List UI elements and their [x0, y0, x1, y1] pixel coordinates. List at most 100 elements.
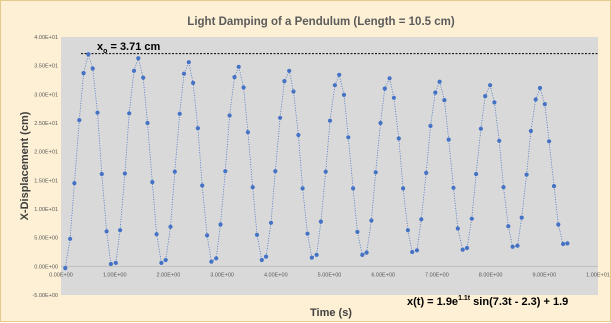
data-point	[86, 52, 91, 57]
data-point	[214, 256, 219, 261]
data-point	[205, 233, 210, 238]
y-tick-label: 2.50E+01	[34, 121, 58, 127]
y-tick-label: 1.00E+01	[34, 207, 58, 213]
data-point	[424, 170, 429, 175]
data-point	[131, 68, 137, 73]
chart-title: Light Damping of a Pendulum (Length = 10…	[187, 16, 455, 28]
data-point	[191, 80, 196, 85]
data-point	[168, 224, 173, 229]
x-tick-label: 3.00E+00	[210, 272, 234, 278]
data-point	[483, 94, 488, 99]
x-tick-label: 1.00E+00	[103, 272, 127, 278]
data-point	[122, 171, 127, 176]
data-point	[451, 185, 456, 190]
data-point	[460, 247, 465, 252]
data-point	[565, 241, 570, 246]
data-point	[181, 71, 187, 76]
data-point	[437, 79, 442, 84]
y-tick-label: -5.00E+00	[32, 293, 58, 299]
data-point	[428, 123, 433, 128]
data-point	[141, 75, 146, 80]
data-point	[145, 120, 150, 126]
data-point	[236, 64, 241, 69]
data-point	[519, 215, 524, 220]
data-point	[264, 254, 269, 259]
x-tick-label: 0.00E+00	[49, 272, 73, 278]
y-axis-label: X-Displacement (cm)	[19, 111, 31, 220]
y-tick-label: 1.50E+01	[34, 178, 58, 184]
data-point	[464, 245, 470, 251]
data-point	[95, 110, 100, 115]
x-tick-label: 8.00E+00	[479, 272, 503, 278]
data-point	[537, 85, 543, 91]
x-tick-label: 4.00E+00	[264, 272, 288, 278]
data-point	[296, 132, 301, 138]
data-point	[268, 220, 274, 225]
data-point	[414, 248, 420, 253]
data-point	[501, 185, 506, 190]
data-point	[259, 257, 264, 263]
data-point	[547, 139, 552, 144]
data-point	[533, 97, 538, 102]
data-point	[327, 118, 333, 123]
data-point	[364, 250, 369, 255]
data-point	[291, 89, 296, 94]
x-tick-label: 1.00E+01	[586, 272, 610, 278]
data-point	[218, 222, 223, 227]
data-point	[154, 232, 159, 237]
data-point	[273, 169, 278, 174]
data-point	[515, 243, 520, 248]
data-point	[318, 219, 323, 224]
x-tick-labels: 0.00E+00 1.00E+00 2.00E+00 3.00E+00 4.00E+00…	[49, 272, 610, 278]
data-point	[90, 66, 95, 71]
data-point	[419, 217, 424, 222]
data-point	[355, 229, 360, 234]
data-point	[387, 76, 392, 81]
data-point	[136, 56, 141, 61]
data-point	[542, 102, 547, 107]
y-tick-label: 0.00E+00	[34, 264, 58, 270]
data-point	[150, 180, 155, 185]
y-tick-labels: -5.00E+00 0.00E+00 5.00E+00 1.00E+01 1.50E+0…	[32, 35, 58, 299]
data-point	[314, 252, 319, 257]
y-tick-label: 4.00E+01	[34, 35, 58, 41]
data-point	[382, 86, 387, 91]
data-point	[81, 71, 86, 76]
data-point	[433, 90, 438, 95]
y-tick-label: 3.00E+01	[34, 92, 58, 98]
data-point	[337, 72, 342, 77]
data-point	[455, 226, 460, 231]
data-point	[227, 113, 232, 118]
data-point	[488, 83, 493, 88]
data-point	[446, 137, 451, 142]
data-point	[401, 186, 406, 191]
x-tick-label: 2.00E+00	[157, 272, 181, 278]
data-point	[506, 224, 511, 229]
data-point	[551, 184, 557, 189]
data-point	[163, 257, 168, 263]
data-point	[68, 236, 73, 241]
data-point	[497, 138, 502, 143]
data-point	[442, 98, 447, 103]
data-point	[405, 228, 410, 233]
data-point	[561, 241, 566, 247]
data-point	[127, 111, 132, 116]
x-tick-label: 7.00E+00	[425, 272, 449, 278]
data-point	[278, 115, 283, 120]
data-point	[373, 170, 378, 175]
data-point	[469, 216, 474, 221]
data-point	[305, 231, 310, 236]
data-point	[63, 266, 68, 271]
data-point	[99, 171, 104, 177]
data-point	[341, 92, 347, 97]
data-point	[346, 135, 351, 140]
x-axis-label: Time (s)	[310, 307, 352, 319]
plot-area	[61, 37, 598, 295]
data-point	[209, 259, 214, 264]
data-point	[282, 79, 287, 84]
data-point	[172, 169, 177, 174]
reference-line-label: xo = 3.71 cm	[97, 41, 161, 55]
data-point	[72, 181, 77, 186]
data-point	[104, 229, 109, 234]
